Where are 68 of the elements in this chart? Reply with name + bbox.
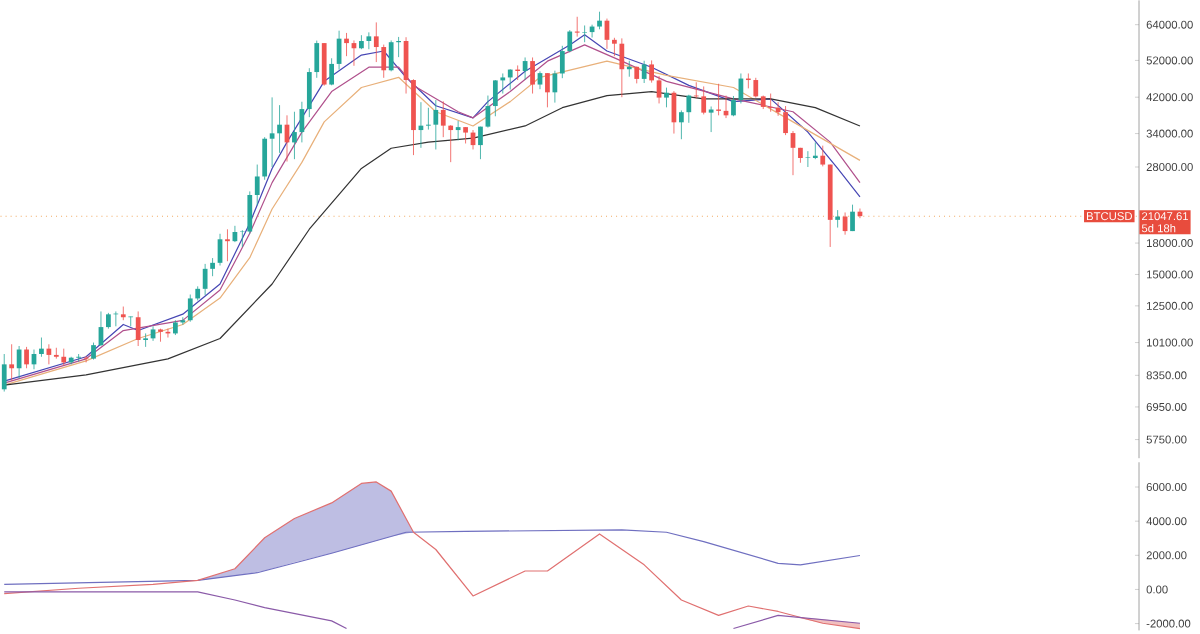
candlestick	[53, 347, 59, 359]
candlestick	[210, 257, 215, 277]
candlestick	[552, 70, 558, 103]
candlestick	[500, 72, 506, 94]
candlestick	[440, 100, 446, 138]
candlestick	[381, 44, 387, 79]
candlestick	[574, 16, 580, 37]
candlestick	[120, 305, 126, 321]
candlestick	[530, 56, 535, 94]
candlestick	[812, 141, 818, 160]
candlestick	[507, 68, 513, 90]
candlestick	[269, 96, 275, 168]
candlestick	[455, 120, 461, 141]
candlestick	[731, 95, 736, 117]
candlestick	[835, 209, 841, 228]
candlestick	[373, 21, 379, 63]
candlestick	[225, 228, 230, 262]
candlestick	[202, 263, 208, 296]
candlestick	[478, 126, 483, 160]
candlestick	[24, 346, 29, 369]
candlestick	[46, 343, 52, 365]
candlestick	[254, 163, 260, 206]
candlestick	[567, 29, 573, 53]
candlestick	[545, 72, 550, 108]
candlestick	[582, 24, 588, 43]
candlestick	[1, 353, 7, 392]
candlestick	[292, 111, 297, 160]
candlestick	[753, 77, 759, 98]
candlestick	[701, 85, 707, 115]
candlestick	[76, 353, 82, 362]
candlestick	[448, 124, 454, 163]
line-series	[3, 481, 861, 629]
candlestick	[805, 150, 811, 168]
candlestick	[388, 39, 394, 72]
candlestick	[612, 37, 617, 57]
candlestick	[426, 107, 431, 130]
line-series	[3, 591, 348, 629]
candlestick	[262, 136, 268, 180]
candlestick	[686, 94, 692, 124]
candlestick	[306, 67, 312, 118]
candlestick	[433, 99, 439, 150]
candlestick	[39, 336, 44, 358]
candlestick	[187, 293, 193, 322]
candlestick	[247, 190, 253, 235]
candlestick	[649, 59, 654, 83]
candlestick	[83, 355, 89, 363]
candlestick	[768, 92, 774, 112]
candlestick	[314, 40, 320, 79]
candlestick	[664, 87, 669, 108]
candlestick	[277, 104, 282, 154]
candlestick	[135, 310, 141, 347]
candlestick	[850, 204, 855, 232]
candlestick	[559, 45, 565, 79]
candlestick	[492, 79, 498, 117]
candlestick	[143, 332, 148, 348]
candlestick	[9, 343, 15, 381]
candlestick	[820, 145, 826, 167]
candlestick	[321, 42, 327, 86]
candlestick	[619, 37, 625, 98]
line-series	[3, 529, 861, 585]
candlestick	[158, 328, 163, 342]
candlestick	[679, 109, 684, 140]
candlestick	[708, 105, 714, 133]
candlestick	[329, 57, 335, 86]
candlestick	[299, 101, 305, 143]
candlestick	[641, 60, 647, 84]
candlestick	[344, 32, 349, 57]
candlestick	[783, 105, 788, 136]
